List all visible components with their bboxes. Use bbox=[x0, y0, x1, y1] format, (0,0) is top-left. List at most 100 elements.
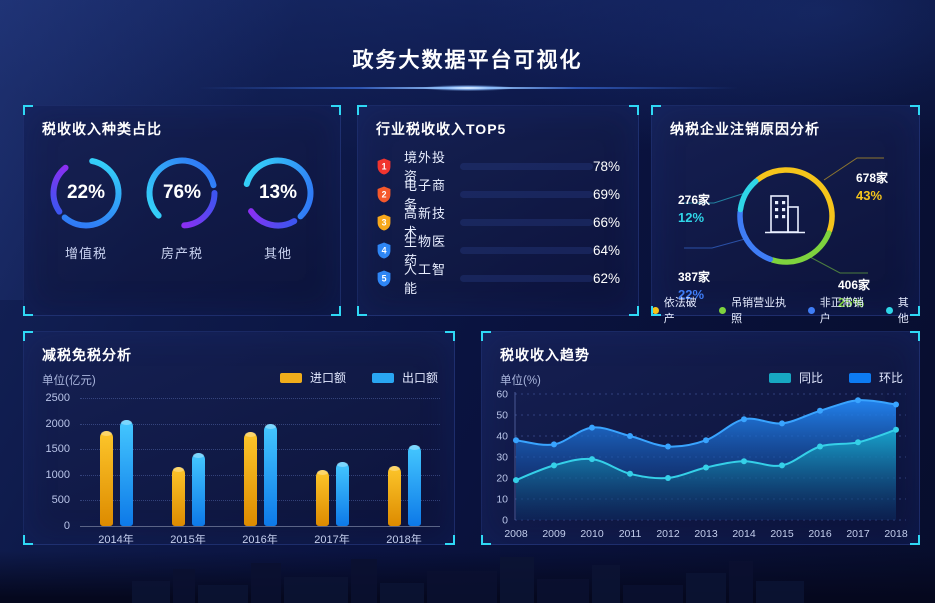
panel-tax-reduction: 减税免税分析 单位(亿元) 进口额 出口额 2500 2000 1500 1000 500… bbox=[23, 331, 455, 546]
donut-segment-依法破产[interactable] bbox=[754, 167, 835, 234]
point-环比-2018[interactable] bbox=[893, 401, 899, 408]
legend-label: 非正常销户 bbox=[819, 297, 864, 325]
point-环比-2010[interactable] bbox=[589, 424, 595, 431]
bar-进口额-2014年[interactable] bbox=[99, 431, 113, 526]
bar-group-2017年: 2017年 bbox=[314, 398, 350, 546]
point-同比-2012[interactable] bbox=[665, 475, 671, 481]
point-环比-2012[interactable] bbox=[665, 443, 671, 450]
legend-item-其他[interactable]: 其他 bbox=[886, 294, 919, 326]
legend-item-非正常销户[interactable]: 非正常销户 bbox=[808, 294, 873, 326]
legend-item-依法破产[interactable]: 依法破产 bbox=[652, 294, 706, 326]
point-环比-2008[interactable] bbox=[513, 437, 519, 444]
industry-percent: 69% bbox=[592, 186, 620, 202]
bar-进口额-2018年[interactable] bbox=[387, 466, 401, 526]
legend-label: 环比 bbox=[878, 371, 903, 385]
city-skyline bbox=[0, 551, 935, 603]
point-同比-2011[interactable] bbox=[627, 470, 633, 477]
trend-legend: 同比 环比 bbox=[768, 369, 903, 386]
point-环比-2016[interactable] bbox=[817, 407, 823, 414]
bar-出口额-2014年[interactable] bbox=[119, 420, 133, 526]
point-同比-2017[interactable] bbox=[855, 439, 861, 446]
gauge-label: 其他 bbox=[263, 246, 292, 261]
bar-group-2016年: 2016年 bbox=[242, 398, 278, 546]
trend-area-chart: 60 50 40 30 20 10 0 2008 2009 2010 2011 2012 2013 201… bbox=[486, 384, 918, 544]
svg-text:10: 10 bbox=[496, 494, 508, 506]
legend-dot bbox=[808, 306, 815, 314]
point-环比-2017[interactable] bbox=[855, 397, 861, 404]
donut-segment-其他[interactable] bbox=[737, 178, 759, 213]
legend-label: 出口额 bbox=[401, 371, 438, 385]
corner-bracket bbox=[481, 331, 491, 341]
point-环比-2013[interactable] bbox=[703, 437, 709, 444]
bar-进口额-2016年[interactable] bbox=[243, 432, 257, 526]
gridline bbox=[80, 423, 440, 425]
svg-text:50: 50 bbox=[496, 410, 508, 422]
industry-row[interactable]: 3 高新技术 66% bbox=[358, 206, 638, 240]
rank-badge-icon: 2 bbox=[377, 185, 391, 203]
corner-bracket bbox=[23, 105, 33, 115]
svg-text:60: 60 bbox=[496, 389, 508, 401]
callout-percent: 22% bbox=[678, 287, 705, 303]
legend-item-吊销营业执照[interactable]: 吊销营业执照 bbox=[719, 294, 795, 326]
x-tick-label: 2018年 bbox=[386, 534, 422, 546]
reduction-legend: 进口额 出口额 bbox=[279, 369, 438, 386]
bar-出口额-2017年[interactable] bbox=[335, 462, 349, 526]
panel-industry-top5: 行业税收收入TOP5 1 境外投资 78% 2 电子商务 69% 3 高新技术 66% 4 生物医药… bbox=[357, 105, 639, 316]
gauge-percent: 76% bbox=[162, 182, 202, 203]
gauge-label: 增值税 bbox=[64, 246, 107, 261]
legend-item-环比[interactable]: 环比 bbox=[848, 369, 903, 386]
cancellation-legend: 依法破产 吊销营业执照 非正常销户 其他 bbox=[652, 294, 919, 326]
point-环比-2009[interactable] bbox=[551, 441, 557, 448]
point-同比-2008[interactable] bbox=[513, 477, 519, 484]
point-环比-2014[interactable] bbox=[741, 416, 747, 423]
x-tick-label: 2014年 bbox=[98, 534, 134, 546]
point-同比-2014[interactable] bbox=[741, 458, 747, 465]
svg-text:30: 30 bbox=[496, 452, 508, 464]
gridline bbox=[80, 449, 440, 451]
industry-bar-track bbox=[459, 246, 593, 254]
point-同比-2015[interactable] bbox=[779, 462, 785, 469]
industry-row[interactable]: 4 生物医药 64% bbox=[358, 234, 638, 268]
industry-bar-track bbox=[459, 162, 593, 170]
point-同比-2010[interactable] bbox=[589, 456, 595, 463]
tax-type-gauges: 22% 增值税 76% 房产税 13% 其他 bbox=[24, 154, 340, 262]
legend-dot bbox=[719, 306, 727, 314]
corner-bracket bbox=[331, 306, 341, 316]
page-title: 政务大数据平台可视化 bbox=[352, 49, 583, 72]
legend-item-出口额[interactable]: 出口额 bbox=[371, 369, 438, 386]
bar-进口额-2017年[interactable] bbox=[315, 470, 329, 526]
callout-count: 406家 bbox=[838, 278, 871, 292]
y-tick-label: 500 bbox=[51, 494, 70, 507]
svg-text:1: 1 bbox=[382, 161, 387, 171]
bar-出口额-2016年[interactable] bbox=[263, 424, 277, 526]
point-环比-2011[interactable] bbox=[627, 433, 633, 439]
point-环比-2015[interactable] bbox=[779, 420, 785, 427]
point-同比-2018[interactable] bbox=[893, 426, 899, 433]
legend-item-进口额[interactable]: 进口额 bbox=[279, 369, 346, 386]
legend-label: 同比 bbox=[798, 371, 823, 385]
corner-bracket bbox=[445, 535, 455, 545]
gauge-percent: 22% bbox=[66, 182, 106, 203]
bar-出口额-2015年[interactable] bbox=[191, 453, 205, 526]
industry-row[interactable]: 1 境外投资 78% bbox=[358, 150, 638, 184]
industry-bar-track bbox=[459, 274, 593, 282]
svg-text:2009: 2009 bbox=[542, 528, 566, 540]
svg-text:5: 5 bbox=[382, 273, 387, 283]
industry-percent: 66% bbox=[592, 214, 620, 230]
callout-percent: 43% bbox=[856, 188, 883, 204]
point-同比-2016[interactable] bbox=[817, 443, 823, 450]
bar-出口额-2018年[interactable] bbox=[407, 445, 421, 526]
donut-segment-非正常销户[interactable] bbox=[737, 209, 774, 262]
legend-item-同比[interactable]: 同比 bbox=[768, 369, 823, 386]
point-同比-2013[interactable] bbox=[703, 464, 709, 471]
corner-bracket bbox=[910, 331, 920, 341]
corner-bracket bbox=[23, 306, 33, 316]
industry-row[interactable]: 5 人工智能 62% bbox=[358, 262, 638, 296]
industry-percent: 62% bbox=[592, 270, 620, 286]
point-同比-2009[interactable] bbox=[551, 462, 557, 469]
industry-row[interactable]: 2 电子商务 69% bbox=[358, 178, 638, 212]
svg-text:2017: 2017 bbox=[846, 528, 870, 540]
donut-segment-吊销营业执照[interactable] bbox=[769, 230, 832, 265]
bar-进口额-2015年[interactable] bbox=[171, 467, 185, 526]
donut-callout-非正常销户: 387家 22% bbox=[678, 269, 710, 305]
